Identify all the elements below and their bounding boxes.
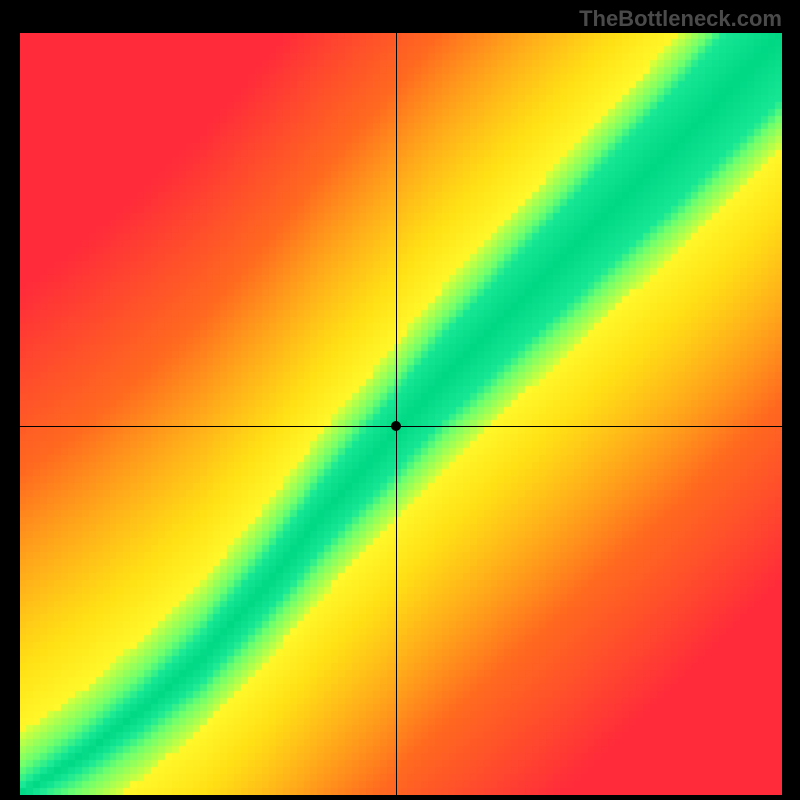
marker-point <box>391 421 401 431</box>
crosshair-vertical <box>396 33 397 795</box>
crosshair-horizontal <box>20 426 782 427</box>
watermark-text: TheBottleneck.com <box>579 6 782 32</box>
heatmap-canvas <box>20 33 782 795</box>
bottleneck-heatmap <box>20 33 782 795</box>
